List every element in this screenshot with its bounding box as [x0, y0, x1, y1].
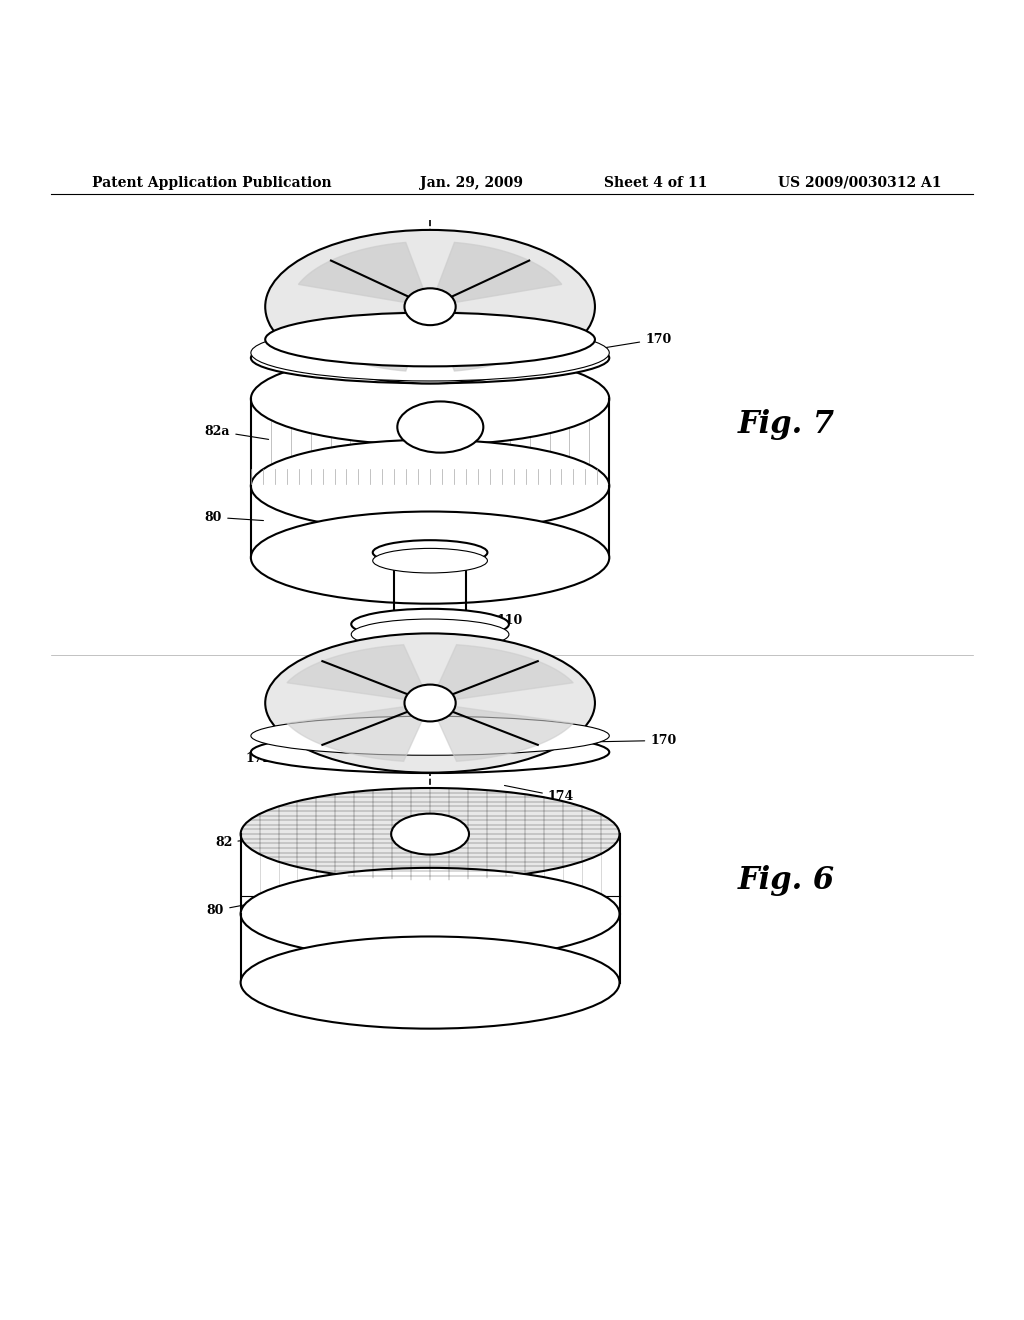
Ellipse shape	[251, 333, 609, 383]
Text: 80: 80	[205, 511, 263, 524]
Text: 82: 82	[215, 837, 258, 849]
Ellipse shape	[394, 649, 466, 671]
Text: 100: 100	[438, 246, 498, 259]
Polygon shape	[298, 243, 430, 306]
Text: 82a: 82a	[205, 425, 268, 440]
Polygon shape	[430, 306, 562, 371]
Ellipse shape	[251, 440, 609, 532]
Text: Jan. 29, 2009: Jan. 29, 2009	[420, 176, 523, 190]
Polygon shape	[298, 306, 430, 371]
Text: 178: 178	[323, 718, 386, 733]
Ellipse shape	[265, 634, 595, 772]
Ellipse shape	[251, 717, 609, 755]
Polygon shape	[430, 243, 562, 306]
Text: 172: 172	[246, 752, 314, 766]
Ellipse shape	[351, 619, 509, 649]
Text: Sheet 4 of 11: Sheet 4 of 11	[604, 176, 708, 190]
Ellipse shape	[404, 288, 456, 325]
Text: 110: 110	[472, 611, 523, 627]
Polygon shape	[287, 644, 430, 704]
Ellipse shape	[404, 685, 456, 722]
Ellipse shape	[251, 325, 609, 381]
Text: 80: 80	[207, 904, 248, 917]
Ellipse shape	[241, 936, 620, 1028]
Ellipse shape	[373, 548, 487, 573]
Text: 170: 170	[578, 333, 672, 354]
Ellipse shape	[241, 867, 620, 960]
Polygon shape	[430, 644, 573, 704]
Text: 174: 174	[505, 785, 574, 804]
Polygon shape	[287, 704, 430, 762]
Ellipse shape	[251, 512, 609, 603]
Text: 100: 100	[438, 659, 498, 671]
Polygon shape	[430, 704, 573, 762]
Ellipse shape	[251, 352, 609, 445]
Ellipse shape	[241, 788, 620, 880]
Text: Fig. 7: Fig. 7	[737, 409, 835, 440]
Ellipse shape	[391, 813, 469, 854]
Ellipse shape	[251, 731, 609, 774]
Ellipse shape	[373, 540, 487, 565]
Text: Fig. 6: Fig. 6	[737, 865, 835, 896]
Ellipse shape	[397, 401, 483, 453]
Ellipse shape	[351, 609, 509, 639]
Text: Patent Application Publication: Patent Application Publication	[92, 176, 332, 190]
Ellipse shape	[265, 313, 595, 367]
Text: US 2009/0030312 A1: US 2009/0030312 A1	[778, 176, 942, 190]
Ellipse shape	[265, 230, 595, 384]
Text: 170: 170	[593, 734, 677, 747]
Text: 176: 176	[474, 721, 559, 735]
